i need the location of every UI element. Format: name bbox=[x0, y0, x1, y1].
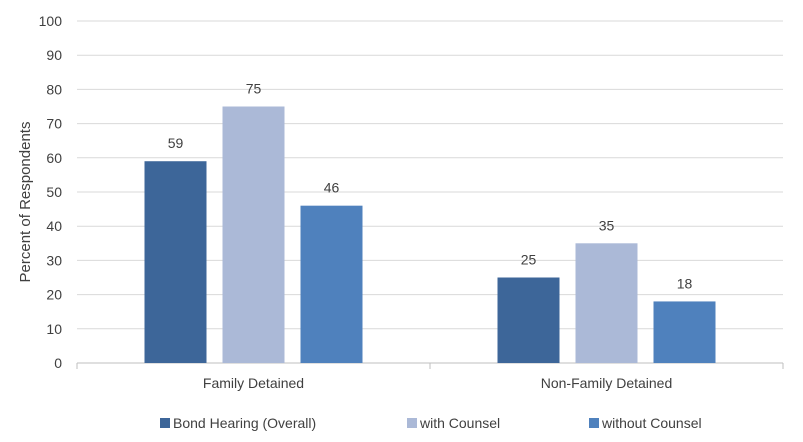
y-tick-label: 100 bbox=[39, 13, 63, 29]
x-axis bbox=[76, 362, 784, 369]
data-label: 75 bbox=[246, 81, 262, 97]
data-label: 59 bbox=[168, 135, 184, 151]
category-label: Non-Family Detained bbox=[541, 375, 673, 391]
y-axis-ticks: 0 10 20 30 40 50 60 70 80 90 100 bbox=[39, 13, 63, 371]
legend-swatch bbox=[589, 418, 599, 428]
y-tick-label: 50 bbox=[46, 184, 62, 200]
category-labels: Family Detained Non-Family Detained bbox=[203, 375, 672, 391]
bars bbox=[144, 106, 716, 363]
bar bbox=[653, 301, 716, 363]
y-tick-label: 40 bbox=[46, 218, 62, 234]
data-label: 25 bbox=[521, 252, 537, 268]
legend: Bond Hearing (Overall) with Counsel withou… bbox=[160, 415, 702, 431]
y-tick-label: 90 bbox=[46, 47, 62, 63]
y-tick-label: 80 bbox=[46, 81, 62, 97]
data-label: 46 bbox=[324, 180, 340, 196]
category-label: Family Detained bbox=[203, 375, 304, 391]
legend-label: Bond Hearing (Overall) bbox=[173, 415, 316, 431]
y-tick-label: 10 bbox=[46, 321, 62, 337]
bar bbox=[575, 243, 638, 363]
legend-label: without Counsel bbox=[601, 415, 702, 431]
data-label: 18 bbox=[677, 275, 693, 291]
bar bbox=[497, 277, 560, 363]
data-label: 35 bbox=[599, 217, 615, 233]
y-tick-label: 60 bbox=[46, 150, 62, 166]
y-tick-label: 70 bbox=[46, 116, 62, 132]
legend-swatch bbox=[407, 418, 417, 428]
y-tick-label: 0 bbox=[54, 355, 62, 371]
data-labels: 59 75 46 25 35 18 bbox=[168, 81, 693, 292]
y-axis-title: Percent of Respondents bbox=[17, 122, 34, 283]
legend-label: with Counsel bbox=[419, 415, 500, 431]
bar bbox=[222, 106, 285, 363]
y-tick-label: 30 bbox=[46, 252, 62, 268]
legend-swatch bbox=[160, 418, 170, 428]
bar bbox=[300, 205, 363, 363]
bar bbox=[144, 161, 207, 363]
y-tick-label: 20 bbox=[46, 287, 62, 303]
